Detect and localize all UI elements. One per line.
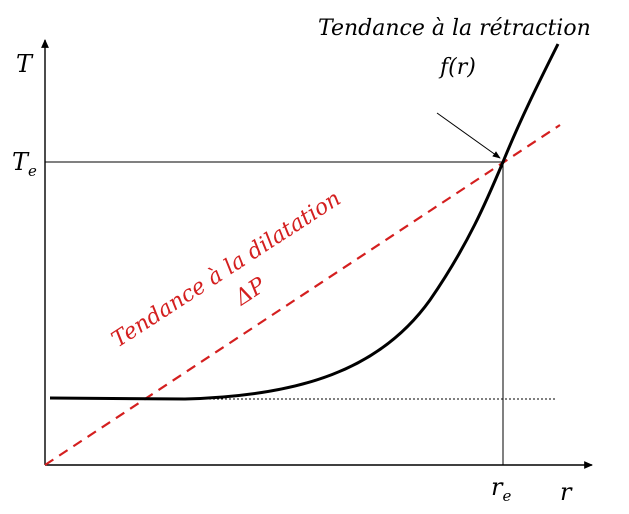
x-axis-label: r — [560, 478, 573, 506]
dilatation-label-group: Tendance à la dilatation ΔP — [107, 186, 345, 353]
te-label-main: T — [12, 148, 30, 176]
dilatation-title: Tendance à la dilatation — [107, 186, 345, 353]
retraction-func: f(r) — [438, 55, 476, 80]
re-label-sub: e — [502, 487, 511, 505]
te-label: Te — [12, 148, 37, 180]
y-axis-label: T — [16, 50, 34, 78]
pointer-arrow — [436, 112, 501, 159]
re-label: re — [491, 473, 511, 505]
dilatation-symbol: ΔP — [230, 273, 271, 312]
retraction-curve — [49, 43, 560, 401]
te-label-sub: e — [28, 162, 37, 180]
re-label-main: r — [491, 473, 504, 501]
retraction-title: Tendance à la rétraction — [318, 16, 591, 41]
dilatation-line — [44, 124, 561, 466]
